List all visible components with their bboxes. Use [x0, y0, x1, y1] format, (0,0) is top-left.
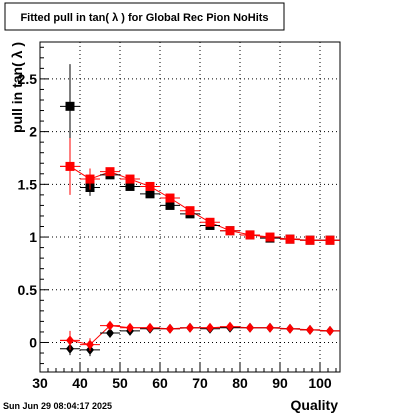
x-tick-label: 70 [192, 375, 208, 391]
data-point [220, 321, 240, 332]
diamond-marker [186, 322, 194, 333]
data-point [80, 168, 100, 190]
data-point [280, 323, 300, 334]
data-point [300, 235, 320, 245]
diamond-marker [126, 322, 134, 333]
footer-timestamp: Sun Jun 29 08:04:17 2025 [3, 401, 112, 411]
fit-curve-line [60, 165, 340, 241]
data-point [260, 322, 280, 333]
diamond-marker [166, 323, 174, 334]
square-marker [185, 206, 195, 216]
data-point [180, 322, 200, 333]
data-point [140, 181, 160, 191]
square-marker [305, 235, 315, 245]
data-point [260, 232, 280, 242]
data-point [60, 137, 80, 195]
x-tick-label: 80 [232, 375, 248, 391]
diamond-marker [286, 323, 294, 334]
square-marker [165, 200, 175, 210]
fit-curves [60, 165, 340, 346]
chart-title-box: Fitted pull in tan( λ ) for Global Rec P… [4, 2, 285, 31]
diamond-marker [266, 322, 274, 333]
y-tick-label: 2.5 [18, 71, 38, 87]
data-point [240, 230, 260, 240]
x-axis-title: Quality [291, 397, 339, 413]
square-marker [245, 230, 255, 240]
x-tick-label: 50 [112, 375, 128, 391]
x-tick-label: 90 [272, 375, 288, 391]
data-point [160, 200, 180, 210]
data-point [220, 226, 240, 236]
y-tick-label: 0 [29, 334, 37, 350]
square-marker [165, 193, 175, 203]
x-tick-label: 30 [32, 375, 48, 391]
x-tick-label: 100 [308, 375, 332, 391]
diamond-marker [66, 335, 74, 346]
diamond-marker [326, 325, 334, 336]
data-point [320, 235, 340, 245]
data-point [80, 338, 100, 351]
y-tick-label: 1 [29, 229, 37, 245]
data-point [100, 320, 120, 331]
data-point [320, 325, 340, 336]
data-point [160, 323, 180, 334]
data-point [120, 174, 140, 184]
diamond-marker [306, 324, 314, 335]
diamond-marker [226, 321, 234, 332]
square-marker [65, 101, 75, 111]
data-point [240, 322, 260, 333]
square-marker [325, 235, 335, 245]
data-point [100, 167, 120, 177]
y-tick-label: 2 [29, 124, 37, 140]
diamond-marker [246, 322, 254, 333]
data-point [180, 206, 200, 216]
data-point [140, 189, 160, 199]
diamond-marker [206, 322, 214, 333]
data-point [100, 327, 120, 338]
y-tick-labels: 0 0.5 1 1.5 2 2.5 [18, 71, 38, 351]
square-marker [85, 174, 95, 184]
square-marker [145, 181, 155, 191]
data-point [120, 322, 140, 333]
x-tick-label: 60 [152, 375, 168, 391]
axis-ticks [39, 46, 337, 372]
square-marker [285, 234, 295, 244]
square-marker [125, 174, 135, 184]
diamond-marker [86, 339, 94, 350]
chart-title: Fitted pull in tan( λ ) for Global Rec P… [20, 12, 268, 24]
data-point [200, 322, 220, 333]
data-point [160, 193, 180, 203]
square-marker [125, 181, 135, 191]
plot-frame [39, 41, 341, 373]
data-point [60, 330, 80, 350]
data-point [280, 234, 300, 244]
y-tick-label: 0.5 [18, 282, 38, 298]
data-point [120, 181, 140, 191]
diamond-marker [106, 320, 114, 331]
square-marker [145, 189, 155, 199]
data-point [200, 217, 220, 227]
data-point [300, 324, 320, 335]
square-marker [265, 232, 275, 242]
diamond-marker [146, 322, 154, 333]
data-series [60, 64, 340, 357]
diamond-marker [106, 327, 114, 338]
y-tick-label: 1.5 [18, 176, 38, 192]
data-point [140, 322, 160, 333]
x-tick-label: 40 [72, 375, 88, 391]
y-axis-title: pull in tan( λ ) [9, 42, 25, 133]
square-marker [105, 167, 115, 177]
data-point [60, 64, 80, 149]
square-marker [205, 217, 215, 227]
x-tick-labels: 30 40 50 60 70 80 90 100 [32, 375, 332, 391]
square-marker [65, 161, 75, 171]
square-marker [225, 226, 235, 236]
